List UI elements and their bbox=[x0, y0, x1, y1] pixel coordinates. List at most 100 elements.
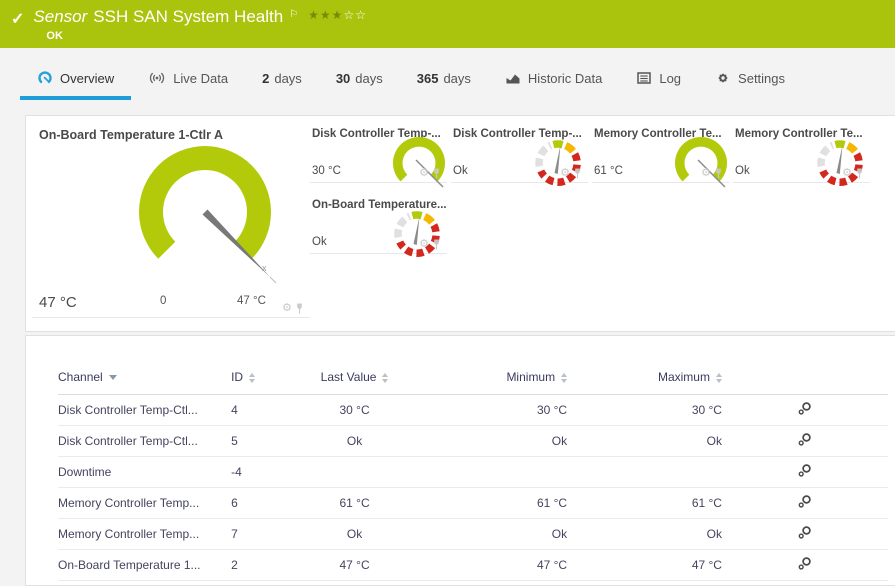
ok-check-icon: ✓ bbox=[11, 11, 25, 28]
gauge-tile-disk-controller-status[interactable]: Disk Controller Temp-... Ok ⚙ bbox=[451, 126, 588, 186]
small-status-dial bbox=[535, 140, 581, 186]
tab-overview-label: Overview bbox=[60, 70, 115, 86]
channel-settings-icon[interactable] bbox=[798, 463, 812, 477]
sensor-status-badge: OK bbox=[46, 30, 63, 42]
cell-channel: On-Board Temperature 1... bbox=[58, 549, 232, 581]
tab-historic-data[interactable]: Historic Data bbox=[488, 60, 619, 100]
tab-365-days[interactable]: 365 days bbox=[400, 60, 488, 100]
cell-maximum: Ok bbox=[567, 425, 722, 457]
table-row: Disk Controller Temp-Ctl... 5 Ok Ok Ok bbox=[58, 425, 888, 457]
tab-live-data[interactable]: Live Data bbox=[131, 60, 245, 100]
sort-icon bbox=[715, 372, 722, 383]
sensor-name: SSH SAN System Health bbox=[93, 7, 284, 26]
cell-last-value: 61 °C bbox=[288, 487, 421, 519]
tab-2-days[interactable]: 2 days bbox=[245, 60, 319, 100]
cell-last-value: Ok bbox=[288, 518, 421, 550]
small-gauge-dial bbox=[675, 137, 727, 188]
sort-icon bbox=[382, 372, 389, 383]
pin-icon[interactable] bbox=[714, 168, 723, 179]
gauge-icon bbox=[37, 70, 53, 86]
tab-settings[interactable]: Settings bbox=[698, 60, 802, 100]
gauge-tile-memory-controller-temp[interactable]: Memory Controller Te... 61 °C ⚙ bbox=[592, 126, 729, 188]
channel-gear-icon[interactable]: ⚙ bbox=[842, 167, 852, 179]
gauge-scale-min: 0 bbox=[160, 295, 167, 307]
channel-gear-icon[interactable]: ⚙ bbox=[282, 302, 292, 314]
priority-stars-filled: ★★★ bbox=[308, 8, 344, 22]
flag-icon[interactable]: ⚐ bbox=[289, 9, 299, 20]
log-icon bbox=[636, 70, 652, 86]
small-gauge-grid: Disk Controller Temp-... 30 °C ⚙ Disk Co… bbox=[310, 122, 895, 331]
cell-channel: Memory Controller Temp... bbox=[58, 518, 232, 550]
channel-settings-icon[interactable] bbox=[798, 556, 812, 570]
gauge-tile-title: Disk Controller Temp-... bbox=[453, 128, 582, 140]
cell-minimum bbox=[420, 456, 568, 488]
channels-table-panel: Channel ID Last Value Minimum Maximum Di… bbox=[25, 335, 895, 586]
priority-stars[interactable]: ★★★☆☆ bbox=[308, 8, 367, 22]
primary-gauge-tile[interactable]: On-Board Temperature 1-Ctlr A x 0 47 °C … bbox=[32, 122, 310, 318]
tab-log[interactable]: Log bbox=[619, 60, 698, 100]
cell-maximum: 47 °C bbox=[567, 549, 722, 581]
table-row: Downtime -4 bbox=[58, 456, 888, 488]
small-status-dial bbox=[394, 211, 440, 257]
cell-id: 2 bbox=[231, 549, 289, 581]
cell-last-value: Ok bbox=[288, 425, 421, 457]
gauge-tile-value: 61 °C bbox=[594, 165, 623, 177]
cell-minimum: Ok bbox=[420, 580, 568, 585]
channel-settings-icon[interactable] bbox=[798, 432, 812, 446]
gauges-panel: On-Board Temperature 1-Ctlr A x 0 47 °C … bbox=[25, 115, 895, 332]
cell-id: 7 bbox=[231, 518, 289, 550]
pin-icon[interactable] bbox=[295, 303, 304, 314]
cell-channel: Memory Controller Temp... bbox=[58, 487, 232, 519]
tab-live-data-label: Live Data bbox=[173, 70, 229, 86]
cell-maximum: 61 °C bbox=[567, 487, 722, 519]
channel-settings-icon[interactable] bbox=[798, 525, 812, 539]
pin-icon[interactable] bbox=[573, 168, 582, 179]
pin-icon[interactable] bbox=[855, 168, 864, 179]
pin-icon[interactable] bbox=[432, 168, 441, 179]
gauge-tile-memory-controller-status[interactable]: Memory Controller Te... Ok ⚙ bbox=[733, 126, 870, 186]
cell-minimum: 47 °C bbox=[420, 549, 568, 581]
tab-365-days-label: days bbox=[443, 70, 471, 86]
column-header-maximum[interactable]: Maximum bbox=[567, 350, 722, 395]
cell-channel: On-Board Temperature 1... bbox=[58, 580, 232, 585]
priority-stars-empty: ☆☆ bbox=[343, 8, 367, 22]
channel-settings-icon[interactable] bbox=[798, 401, 812, 415]
column-header-last-value[interactable]: Last Value bbox=[288, 350, 421, 395]
primary-gauge-title: On-Board Temperature 1-Ctlr A bbox=[39, 128, 224, 142]
sensor-title-line: Sensor SSH SAN System Health ⚐ ★★★☆☆ bbox=[33, 7, 367, 27]
small-status-dial bbox=[817, 140, 863, 186]
gauge-tile-value: 30 °C bbox=[312, 165, 341, 177]
table-row: Disk Controller Temp-Ctl... 4 30 °C 30 °… bbox=[58, 394, 888, 426]
gauge-tile-onboard-temperature-status[interactable]: On-Board Temperature... Ok ⚙ bbox=[310, 197, 447, 257]
channel-gear-icon[interactable]: ⚙ bbox=[419, 167, 429, 179]
gauge-scale-max: 47 °C bbox=[237, 295, 266, 307]
channel-gear-icon[interactable]: ⚙ bbox=[419, 238, 429, 250]
cell-minimum: 61 °C bbox=[420, 487, 568, 519]
cell-channel: Disk Controller Temp-Ctl... bbox=[58, 425, 232, 457]
cell-last-value: 30 °C bbox=[288, 394, 421, 426]
gauge-tile-title: Memory Controller Te... bbox=[594, 128, 722, 140]
tab-30-days[interactable]: 30 days bbox=[319, 60, 400, 100]
cell-maximum: 30 °C bbox=[567, 394, 722, 426]
channel-gear-icon[interactable]: ⚙ bbox=[701, 167, 711, 179]
sort-desc-icon bbox=[108, 375, 117, 381]
column-header-minimum[interactable]: Minimum bbox=[420, 350, 568, 395]
tab-2-days-number: 2 bbox=[262, 70, 270, 86]
cell-maximum bbox=[567, 456, 722, 488]
gauge-tile-disk-controller-temp[interactable]: Disk Controller Temp-... 30 °C ⚙ bbox=[310, 126, 447, 188]
peak-marker: x bbox=[262, 263, 267, 273]
channel-settings-icon[interactable] bbox=[798, 494, 812, 508]
channel-gear-icon[interactable]: ⚙ bbox=[560, 167, 570, 179]
cell-last-value: 47 °C bbox=[288, 549, 421, 581]
cell-id: 5 bbox=[231, 425, 289, 457]
column-header-channel[interactable]: Channel bbox=[58, 350, 232, 395]
table-row: Memory Controller Temp... 7 Ok Ok Ok bbox=[58, 518, 888, 550]
tab-overview[interactable]: Overview bbox=[20, 60, 132, 100]
gauge-tile-title: Memory Controller Te... bbox=[735, 128, 863, 140]
pin-icon[interactable] bbox=[432, 239, 441, 250]
cell-minimum: Ok bbox=[420, 518, 568, 550]
tab-2-days-label: days bbox=[274, 70, 302, 86]
table-header-row: Channel ID Last Value Minimum Maximum bbox=[58, 350, 888, 395]
column-header-id[interactable]: ID bbox=[231, 350, 289, 395]
tab-settings-label: Settings bbox=[738, 70, 786, 86]
